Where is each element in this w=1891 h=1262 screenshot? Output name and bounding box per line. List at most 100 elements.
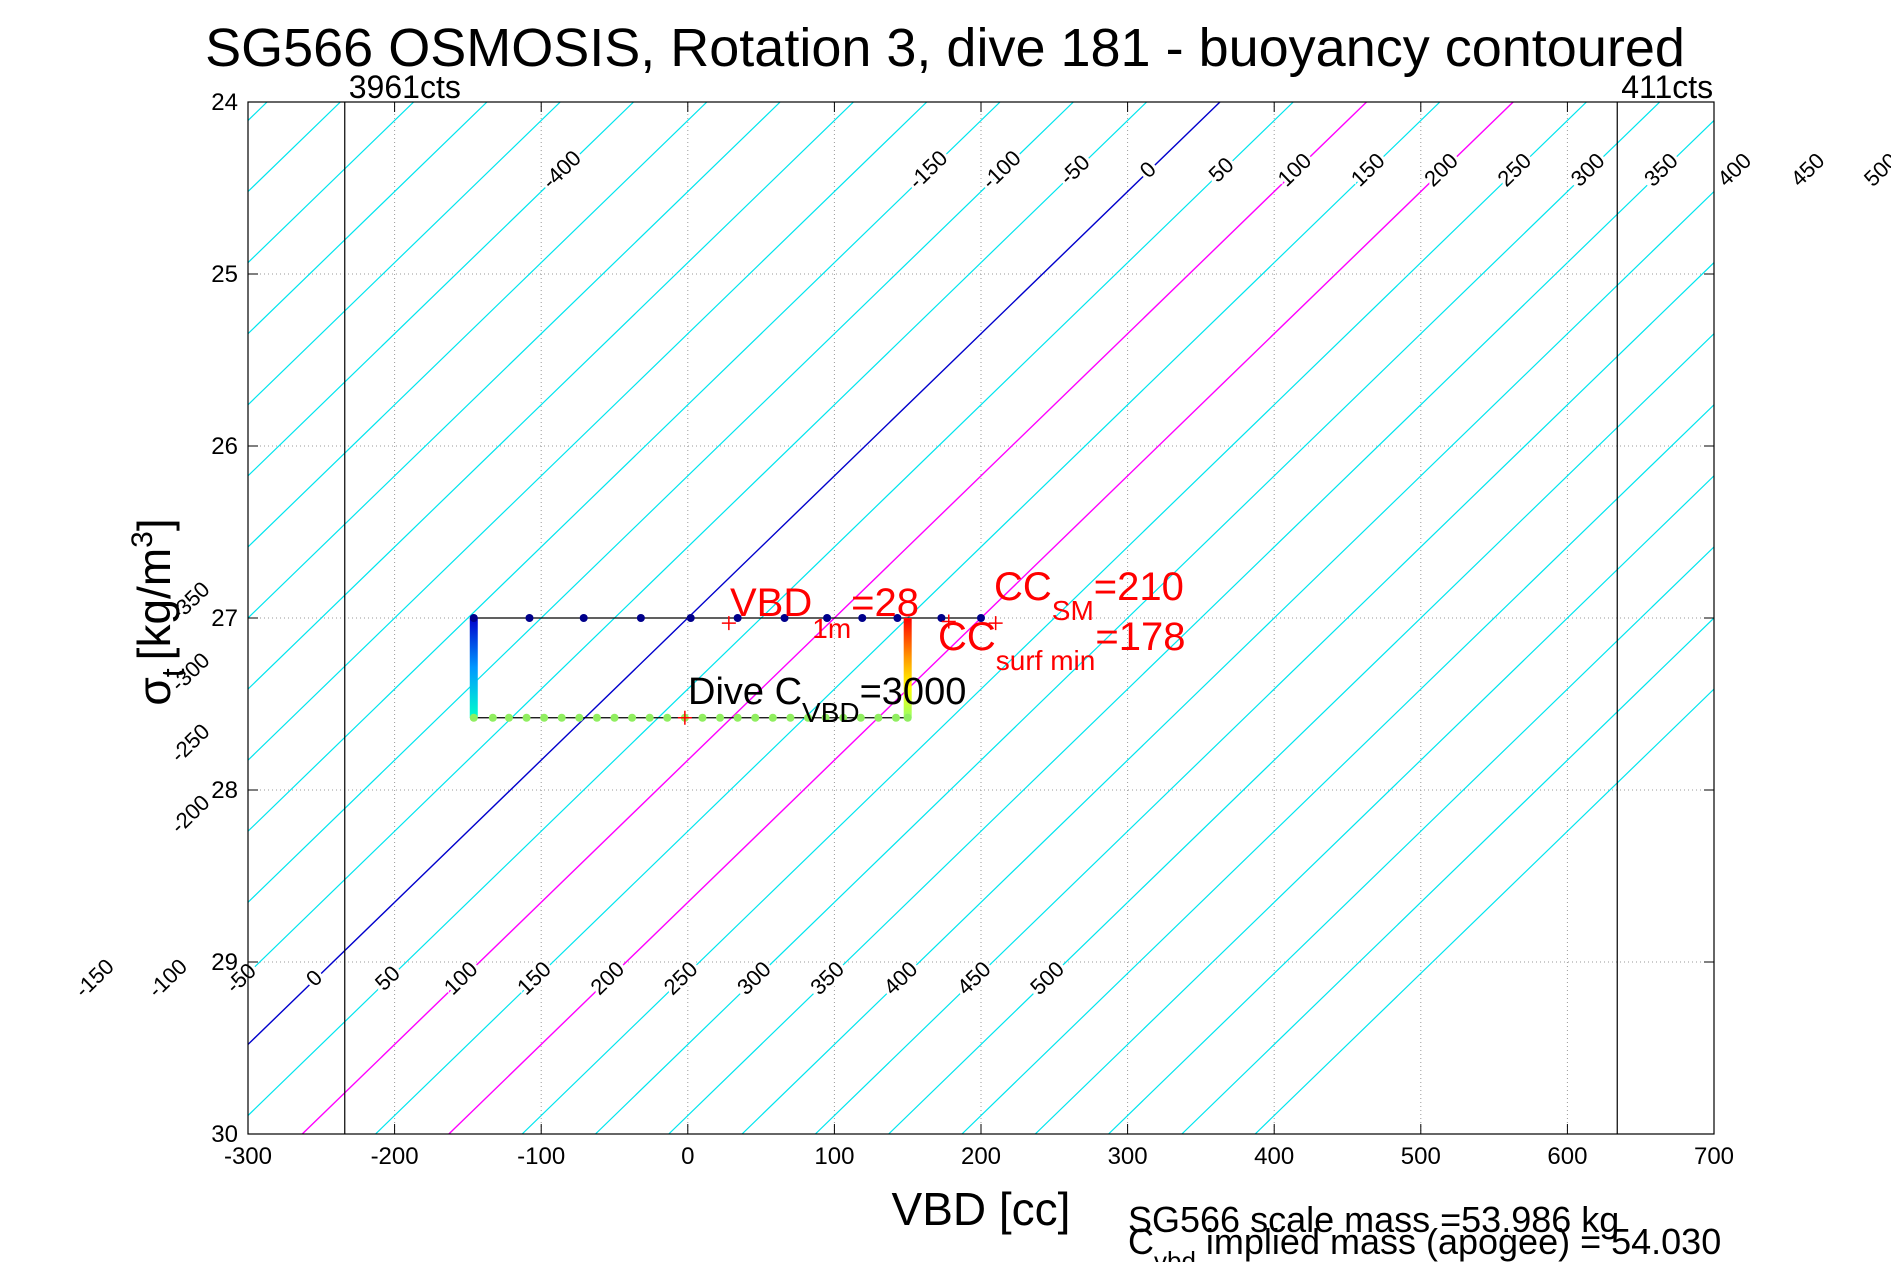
track-point-upper <box>937 614 946 622</box>
track-point-lower <box>751 713 760 722</box>
vbd1m-value: =28 <box>851 581 919 625</box>
contour-line <box>741 190 1714 1134</box>
contour-line <box>1254 688 1714 1134</box>
track-point-upper <box>686 614 695 622</box>
track-point-upper <box>525 614 534 622</box>
y-tick-label: 25 <box>211 261 238 288</box>
chart-title: SG566 OSMOSIS, Rotation 3, dive 181 - bu… <box>205 18 1685 78</box>
marker-plus <box>721 616 736 631</box>
track-point-lower <box>645 713 654 722</box>
marker-plus <box>941 614 956 629</box>
footer-implied-mass: Cvbd implied mass (apogee) = 54.030 <box>1128 1221 1721 1262</box>
x-axis: -300 -200 -100 0 100 200 300 400 500 600 700 <box>224 102 1734 1170</box>
contour-line <box>814 261 1714 1134</box>
count-label: 3961cts <box>349 69 461 105</box>
annotation-vbd1m: VBD1m=28 <box>730 581 919 644</box>
contour-label: 200 <box>1419 148 1463 192</box>
contour-label: -150 <box>903 145 952 194</box>
y-label-close: ] <box>128 518 180 531</box>
track-point-lower <box>786 713 795 722</box>
track-point-lower <box>839 713 848 722</box>
track-point-upper <box>469 614 478 622</box>
x-tick-label: 0 <box>681 1143 694 1170</box>
x-tick-label: 600 <box>1547 1143 1587 1170</box>
contour-line <box>1034 475 1714 1134</box>
track-point-upper <box>893 614 902 622</box>
track-point-lower <box>522 713 531 722</box>
x-tick-label: -200 <box>371 1143 419 1170</box>
track-point-lower <box>663 713 672 722</box>
x-tick-label: 500 <box>1401 1143 1441 1170</box>
marker-plus <box>988 616 1003 631</box>
contour-line <box>521 102 1587 1134</box>
contour-label: 250 <box>1492 148 1536 192</box>
annotation-cc-sm: CCSM=210 <box>994 565 1184 626</box>
vbd1m-main: VBD <box>730 581 812 625</box>
contour-label: -100 <box>977 145 1026 194</box>
contour-line <box>248 102 1001 833</box>
contour-line <box>248 102 854 690</box>
track-point-lower <box>903 713 912 722</box>
contour-line <box>248 102 488 335</box>
y-label-sup: 3 <box>126 531 159 548</box>
track-point-upper <box>733 614 742 622</box>
contour-label: 300 <box>732 956 776 1000</box>
count-lines: 3961cts 411cts <box>344 69 1713 1134</box>
contour-label: 0 <box>1135 156 1161 182</box>
contour-label: 150 <box>512 956 556 1000</box>
track-point-lower <box>856 713 865 722</box>
y-axis-label: σt [kg/m3] <box>126 518 191 705</box>
contour-label: 500 <box>1025 956 1069 1000</box>
contour-label: 50 <box>1204 152 1239 187</box>
track-ascent-segment <box>903 618 912 718</box>
dive-cvbd-sub: VBD <box>802 697 860 728</box>
contour-line <box>888 332 1714 1134</box>
contour-label: -150 <box>70 954 119 1003</box>
contour-label: 150 <box>1346 148 1390 192</box>
track-point-lower <box>891 713 900 722</box>
contour-label: 100 <box>1273 148 1317 192</box>
contour-label: 350 <box>1639 148 1683 192</box>
ccsurf-sub: surf min <box>996 645 1096 676</box>
contour-label: 0 <box>301 965 327 991</box>
footer-implied-mass-text: implied mass (apogee) = 54.030 <box>1196 1221 1721 1262</box>
marker-plus <box>677 710 692 725</box>
y-tick-label: 30 <box>211 1121 238 1148</box>
track-point-lower <box>768 713 777 722</box>
track-point-lower <box>575 713 584 722</box>
track-point-lower <box>698 713 707 722</box>
footer-scale-mass: SG566 scale mass =53.986 kg <box>1128 1199 1619 1240</box>
track-point-lower <box>628 713 637 722</box>
contour-line <box>248 102 561 406</box>
x-tick-label: 100 <box>814 1143 854 1170</box>
ccsurf-main: CC <box>938 615 996 659</box>
contour-label: 50 <box>370 960 405 995</box>
contour-label: 300 <box>1566 148 1610 192</box>
y-label-sub: t <box>155 668 191 677</box>
reference-markers <box>677 614 1003 725</box>
y-tick-label: 28 <box>211 777 238 804</box>
contour-label: -50 <box>1054 150 1094 190</box>
contour-label: 450 <box>952 956 996 1000</box>
count-label: 411cts <box>1621 69 1713 105</box>
track-point-lower <box>592 713 601 722</box>
track-point-lower <box>733 713 742 722</box>
track-point-lower <box>804 713 813 722</box>
ccsurf-value: =178 <box>1095 615 1185 659</box>
contour-label: 500 <box>1859 148 1891 192</box>
track-point-lower <box>557 713 566 722</box>
footer-cvbd-main: C <box>1128 1221 1154 1262</box>
contour-line <box>248 102 928 761</box>
contour-line <box>668 119 1714 1134</box>
y-tick-label: 24 <box>211 89 238 116</box>
contour-label: 350 <box>805 956 849 1000</box>
track-point-upper <box>823 614 832 622</box>
ccsm-main: CC <box>994 565 1052 609</box>
x-axis-label: VBD [cc] <box>892 1183 1071 1235</box>
annotation-cc-surf-min: CCsurf min=178 <box>938 615 1185 676</box>
y-tick-label: 27 <box>211 605 238 632</box>
x-tick-label: 400 <box>1254 1143 1294 1170</box>
track-point-upper <box>858 614 867 622</box>
contour-line <box>595 102 1661 1134</box>
